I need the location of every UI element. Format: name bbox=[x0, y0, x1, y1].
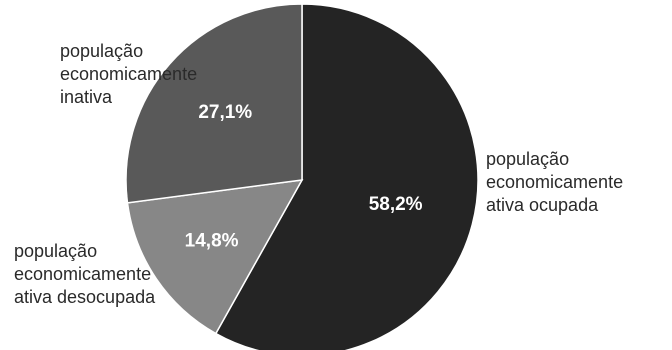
label-ativa-desocupada: população economicamente ativa desocupad… bbox=[14, 240, 155, 309]
pie-slice-ativa-desocupada bbox=[126, 179, 304, 335]
label-line: população bbox=[60, 41, 144, 61]
label-line: economicamente bbox=[14, 264, 152, 284]
label-inativa: população economicamente inativa bbox=[60, 40, 197, 109]
label-line: população bbox=[486, 149, 570, 169]
slice-value-label: 14,8% bbox=[185, 231, 239, 252]
slice-value-label: 27,1% bbox=[198, 102, 252, 123]
label-line: economicamente bbox=[486, 172, 624, 192]
label-line: inativa bbox=[60, 87, 113, 107]
pie-slice-inativa bbox=[125, 3, 303, 204]
label-ativa-ocupada: população economicamente ativa ocupada bbox=[486, 148, 623, 217]
label-line: população bbox=[14, 241, 98, 261]
label-line: economicamente bbox=[60, 64, 198, 84]
pie-slice-ativa-ocupada bbox=[214, 3, 479, 350]
label-line: ativa desocupada bbox=[14, 287, 156, 307]
label-line: ativa ocupada bbox=[486, 195, 599, 215]
slice-value-label: 58,2% bbox=[369, 194, 423, 215]
